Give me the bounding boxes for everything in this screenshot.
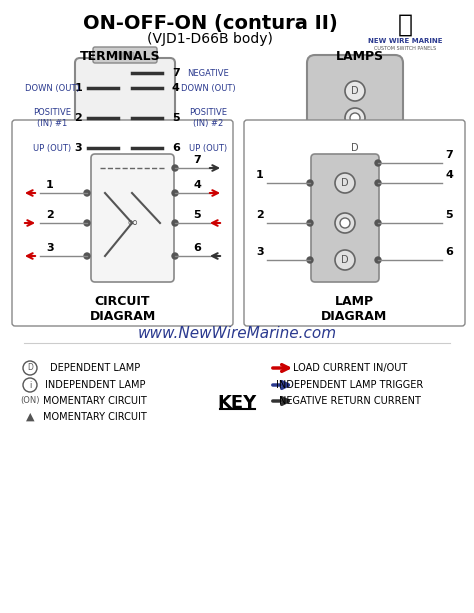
Text: CIRCUIT
DIAGRAM: CIRCUIT DIAGRAM xyxy=(90,295,155,323)
Text: DOWN (OUT): DOWN (OUT) xyxy=(25,83,79,93)
Circle shape xyxy=(375,180,381,186)
FancyBboxPatch shape xyxy=(75,58,175,178)
Text: D: D xyxy=(341,178,349,188)
Circle shape xyxy=(350,113,360,123)
Circle shape xyxy=(84,253,90,259)
Text: 7: 7 xyxy=(445,150,453,160)
Text: 7: 7 xyxy=(172,68,180,78)
FancyBboxPatch shape xyxy=(93,173,157,189)
Text: POSITIVE
(IN) #1: POSITIVE (IN) #1 xyxy=(33,109,71,128)
Circle shape xyxy=(340,218,350,228)
Text: 5: 5 xyxy=(445,210,453,220)
Text: (VJD1-D66B body): (VJD1-D66B body) xyxy=(147,32,273,46)
Circle shape xyxy=(335,250,355,270)
Text: DOWN (OUT): DOWN (OUT) xyxy=(181,83,235,93)
Text: DEPENDENT LAMP: DEPENDENT LAMP xyxy=(50,363,140,373)
Text: (ON): (ON) xyxy=(20,397,40,406)
Text: 3: 3 xyxy=(256,247,264,257)
Text: NEGATIVE: NEGATIVE xyxy=(187,69,229,77)
Text: 🚢: 🚢 xyxy=(398,13,412,37)
FancyBboxPatch shape xyxy=(307,55,403,181)
Text: POSITIVE
(IN) #2: POSITIVE (IN) #2 xyxy=(189,109,227,128)
Text: UP (OUT): UP (OUT) xyxy=(33,143,71,153)
Circle shape xyxy=(172,220,178,226)
Circle shape xyxy=(375,160,381,166)
Text: 5: 5 xyxy=(172,113,180,123)
Circle shape xyxy=(345,108,365,128)
Text: 2: 2 xyxy=(46,210,54,220)
Text: D: D xyxy=(341,255,349,265)
FancyBboxPatch shape xyxy=(93,47,157,63)
Circle shape xyxy=(84,220,90,226)
Text: 4: 4 xyxy=(172,83,180,93)
Circle shape xyxy=(335,213,355,233)
Circle shape xyxy=(335,173,355,193)
Circle shape xyxy=(375,220,381,226)
Text: D: D xyxy=(27,364,33,373)
Circle shape xyxy=(172,253,178,259)
Text: CUSTOM SWITCH PANELS: CUSTOM SWITCH PANELS xyxy=(374,45,436,50)
Text: 6: 6 xyxy=(193,243,201,253)
Circle shape xyxy=(345,81,365,101)
Text: INDEPENDENT LAMP TRIGGER: INDEPENDENT LAMP TRIGGER xyxy=(276,380,424,390)
Text: 3: 3 xyxy=(46,243,54,253)
Text: 2: 2 xyxy=(256,210,264,220)
Circle shape xyxy=(307,180,313,186)
FancyBboxPatch shape xyxy=(91,154,174,282)
Text: 1: 1 xyxy=(74,83,82,93)
Text: KEY: KEY xyxy=(218,394,256,412)
Text: D: D xyxy=(351,143,359,153)
FancyBboxPatch shape xyxy=(311,154,379,282)
Text: MOMENTARY CIRCUIT: MOMENTARY CIRCUIT xyxy=(43,412,147,422)
Text: 4: 4 xyxy=(193,180,201,190)
Text: 6: 6 xyxy=(172,143,180,153)
Text: NEW WIRE MARINE: NEW WIRE MARINE xyxy=(368,38,442,44)
Circle shape xyxy=(172,190,178,196)
Circle shape xyxy=(375,257,381,263)
Text: LAMP
DIAGRAM: LAMP DIAGRAM xyxy=(321,295,388,323)
Text: 5: 5 xyxy=(193,210,201,220)
Text: ▲: ▲ xyxy=(26,412,34,422)
Text: 6: 6 xyxy=(445,247,453,257)
Text: 2: 2 xyxy=(74,113,82,123)
Text: 1: 1 xyxy=(46,180,54,190)
Text: 1: 1 xyxy=(256,170,264,180)
Text: 7: 7 xyxy=(193,155,201,165)
Text: LOAD CURRENT IN/OUT: LOAD CURRENT IN/OUT xyxy=(293,363,407,373)
Circle shape xyxy=(307,220,313,226)
Text: NEGATIVE RETURN CURRENT: NEGATIVE RETURN CURRENT xyxy=(279,396,421,406)
FancyBboxPatch shape xyxy=(244,120,465,326)
Text: 4: 4 xyxy=(445,170,453,180)
Bar xyxy=(117,178,133,184)
Text: D: D xyxy=(351,86,359,96)
Text: MOMENTARY CIRCUIT: MOMENTARY CIRCUIT xyxy=(43,396,147,406)
Text: TERMINALS: TERMINALS xyxy=(80,50,160,63)
Text: ∞: ∞ xyxy=(126,216,138,230)
Bar xyxy=(117,52,133,58)
Circle shape xyxy=(307,257,313,263)
Circle shape xyxy=(345,138,365,158)
Text: 3: 3 xyxy=(74,143,82,153)
Circle shape xyxy=(23,378,37,392)
Text: www.NewWireMarine.com: www.NewWireMarine.com xyxy=(137,326,337,340)
Circle shape xyxy=(172,165,178,171)
FancyBboxPatch shape xyxy=(12,120,233,326)
Text: ON-OFF-ON (contura II): ON-OFF-ON (contura II) xyxy=(82,13,337,32)
Circle shape xyxy=(84,190,90,196)
Text: UP (OUT): UP (OUT) xyxy=(189,143,227,153)
Text: INDEPENDENT LAMP: INDEPENDENT LAMP xyxy=(45,380,145,390)
Text: i: i xyxy=(29,381,31,389)
Text: LAMPS: LAMPS xyxy=(336,50,384,63)
Circle shape xyxy=(23,361,37,375)
